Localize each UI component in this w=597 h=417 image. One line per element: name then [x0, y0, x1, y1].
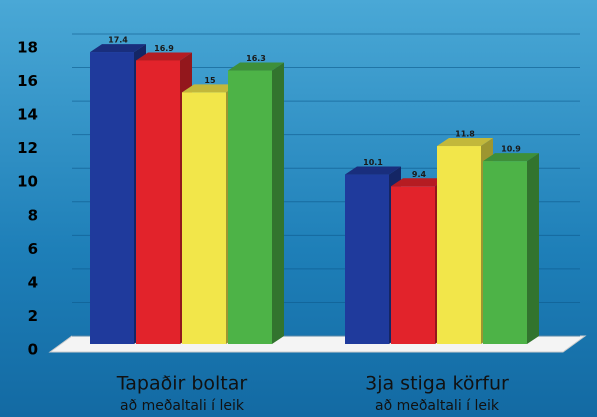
x-tick-label: 3ja stiga körfur: [365, 373, 509, 395]
bar-top: [483, 153, 539, 162]
bar-top: [228, 62, 284, 71]
value-label: 17.4: [108, 36, 128, 45]
value-label: 16.9: [154, 44, 174, 53]
bar-side: [272, 62, 284, 345]
value-label: 9.4: [412, 170, 427, 179]
y-tick-label: 8: [28, 206, 38, 224]
bar-front: [391, 186, 435, 344]
bar: [228, 62, 284, 345]
value-label: 10.9: [501, 145, 521, 154]
bar-front: [90, 52, 134, 345]
bar-top: [182, 84, 238, 93]
bar: [483, 153, 539, 344]
y-tick-label: 12: [17, 139, 38, 157]
y-tick-label: 6: [28, 240, 38, 258]
bar-top: [345, 166, 401, 175]
value-label: 15: [204, 76, 216, 85]
value-label: 10.1: [363, 158, 383, 167]
value-label: 16.3: [246, 54, 266, 63]
bar-front: [345, 174, 389, 344]
y-tick-label: 18: [17, 39, 38, 57]
value-label: 11.8: [455, 130, 475, 139]
bar-front: [437, 146, 481, 344]
bar-front: [136, 60, 180, 344]
y-tick-label: 0: [28, 341, 38, 359]
bar-top: [136, 52, 192, 61]
bar-front: [228, 70, 272, 345]
y-tick-label: 2: [28, 307, 38, 325]
y-tick-label: 14: [17, 106, 38, 124]
bar-top: [391, 178, 447, 187]
x-tick-label: Tapaðir boltar: [116, 373, 248, 395]
x-tick-sublabel: að meðaltali í leik: [120, 398, 245, 414]
bar-front: [182, 92, 226, 344]
y-tick-label: 10: [17, 173, 38, 191]
bar-side: [527, 153, 539, 344]
y-tick-label: 4: [28, 273, 38, 291]
bar-top: [90, 44, 146, 53]
bar-front: [483, 161, 527, 344]
x-tick-sublabel: að meðaltali í leik: [375, 398, 500, 414]
bar-top: [437, 138, 493, 147]
y-tick-label: 16: [17, 72, 38, 90]
